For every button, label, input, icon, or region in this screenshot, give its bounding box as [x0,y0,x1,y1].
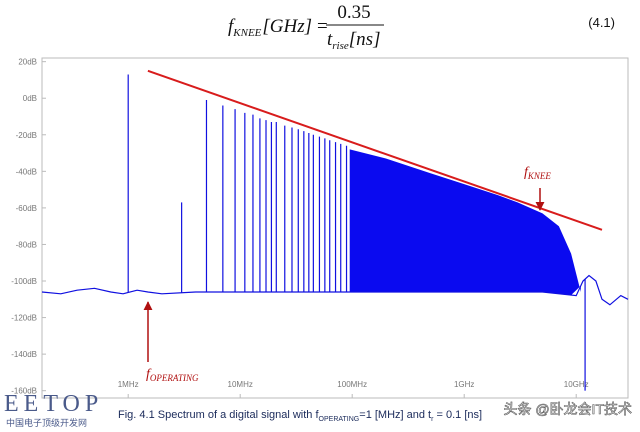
equation: fKNEE[GHz] = [228,16,328,39]
eq-lhs-sub: KNEE [232,27,261,39]
eq-den-sub: rise [332,40,349,52]
eq-lhs: f [228,16,236,37]
knee-sub: KNEE [527,171,552,181]
caption-sub2: r [431,416,434,423]
caption-sub1: OPERATING [319,416,360,423]
trace-line [41,274,629,306]
y-tick-label: -20dB [16,131,37,140]
eq-denominator: trise[ns] [327,29,380,52]
eq-den-unit: [ns] [349,29,381,50]
y-tick-label: -40dB [16,167,37,176]
y-tick-label: -160dB [11,387,37,396]
eq-number: (4.1) [588,15,615,30]
knee-f: f [524,165,530,180]
caption-middle: =1 [MHz] and t [359,409,431,421]
y-tick-label: -140dB [11,350,37,359]
caption-suffix: = 0.1 [ns] [433,409,482,421]
y-tick-label: -100dB [11,277,37,286]
eq-numerator: 0.35 [337,2,370,23]
eq-den: t [327,29,333,50]
eq-equals: = [317,16,328,37]
y-tick-label: 0dB [23,94,37,103]
y-tick-label: 20dB [18,58,37,67]
y-tick-label: -60dB [16,204,37,213]
operating-f: f [146,367,152,382]
operating-label: fOPERATING [146,367,199,383]
trace-line [147,69,603,231]
logo: EETOP [4,391,103,417]
logo-sub: 中国电子顶级开发网 [6,417,87,428]
author-watermark: 头条 @卧龙会IT技术 [503,401,632,417]
y-tick-label: -80dB [16,240,37,249]
eq-lhs-unit: [GHz] [262,16,312,37]
x-tick-label: 100MHz [337,380,367,389]
caption-prefix: Fig. 4.1 Spectrum of a digital signal wi… [118,409,319,421]
operating-sub: OPERATING [150,373,199,383]
y-tick-label: -120dB [11,314,37,323]
knee-label: fKNEE [524,165,551,181]
caption: Fig. 4.1 Spectrum of a digital signal wi… [118,409,482,423]
x-tick-label: 10GHz [564,380,589,389]
x-tick-label: 1GHz [454,380,474,389]
plot: 20dB 0dB -20dB -40dB -60dB -80dB -100dB -120dB -… [11,58,629,398]
x-tick-label: 10MHz [228,380,253,389]
spectrum-band [349,149,581,296]
x-tick-label: 1MHz [118,380,139,389]
